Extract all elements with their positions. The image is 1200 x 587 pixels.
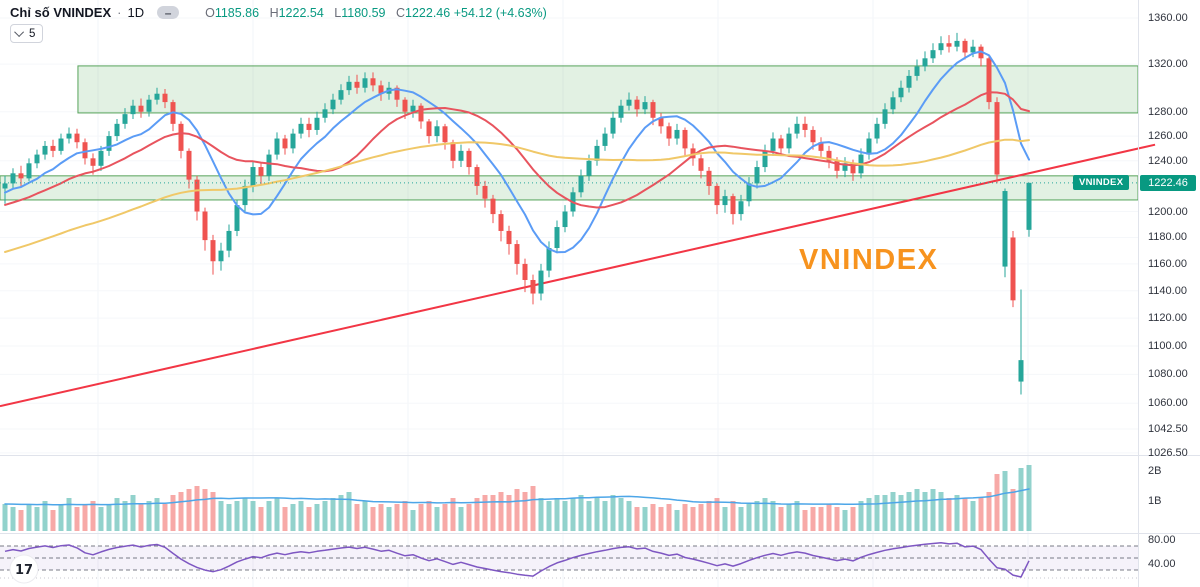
rsi-axis-label: 80.00 — [1148, 534, 1176, 546]
legend: Chỉ số VNINDEX · 1D – O1185.86 H1222.54 … — [10, 5, 547, 43]
volume-axis-label: 1B — [1148, 495, 1162, 507]
change-percent: (+4.63%) — [495, 5, 547, 20]
rsi-axis-label: 40.00 — [1148, 558, 1176, 570]
separator-dot: · — [117, 5, 122, 20]
svg-text:17: 17 — [15, 563, 33, 578]
price-axis-label: 1320.00 — [1148, 58, 1188, 70]
price-axis-label: 1180.00 — [1148, 231, 1187, 243]
current-price-tag: 1222.46 — [1140, 175, 1196, 191]
demand-zone — [0, 175, 1139, 201]
price-axis-label: 1080.00 — [1148, 368, 1188, 380]
chevron-down-icon — [14, 27, 25, 38]
price-axis-label: 1160.00 — [1148, 258, 1187, 270]
close-label: C — [395, 5, 406, 20]
indicators-count: 5 — [29, 27, 36, 40]
change-value: +54.12 — [453, 5, 493, 20]
symbol-watermark: VNINDEX — [799, 244, 939, 276]
tradingview-logo[interactable]: 17 — [9, 554, 39, 584]
price-axis-label: 1200.00 — [1148, 206, 1188, 218]
supply-zone — [77, 65, 1139, 114]
open-label: O — [205, 5, 215, 20]
price-axis-label: 1140.00 — [1148, 285, 1187, 297]
symbol-title[interactable]: Chỉ số VNINDEX — [10, 5, 112, 20]
high-value: 1222.54 — [278, 5, 324, 20]
price-axis-label: 1026.50 — [1148, 447, 1188, 459]
current-price-symbol-label: VNINDEX — [1073, 175, 1130, 190]
price-axis-label: 1042.50 — [1148, 423, 1188, 435]
close-value: 1222.46 — [405, 5, 451, 20]
volume-axis-label: 2B — [1148, 465, 1162, 477]
ohlc-readout: O1185.86 H1222.54 L1180.59 C1222.46 +54.… — [198, 6, 547, 20]
timeframe-label[interactable]: 1D — [127, 5, 145, 20]
open-value: 1185.86 — [214, 5, 260, 20]
high-label: H — [269, 5, 279, 20]
price-axis-label: 1280.00 — [1148, 106, 1188, 118]
trend-line — [0, 143, 1156, 408]
collapse-legend-button[interactable]: – — [157, 6, 180, 19]
price-axis-label: 1240.00 — [1148, 155, 1188, 167]
price-axis-label: 1120.00 — [1148, 312, 1187, 324]
low-label: L — [334, 5, 342, 20]
price-axis-label: 1060.00 — [1148, 397, 1188, 409]
indicators-collapsed-button[interactable]: 5 — [10, 24, 44, 43]
price-axis-label: 1360.00 — [1148, 12, 1188, 24]
low-value: 1180.59 — [341, 5, 386, 20]
price-axis-label: 1260.00 — [1148, 130, 1188, 142]
rsi-line — [4, 542, 1030, 578]
price-axis-label: 1100.00 — [1148, 340, 1187, 352]
